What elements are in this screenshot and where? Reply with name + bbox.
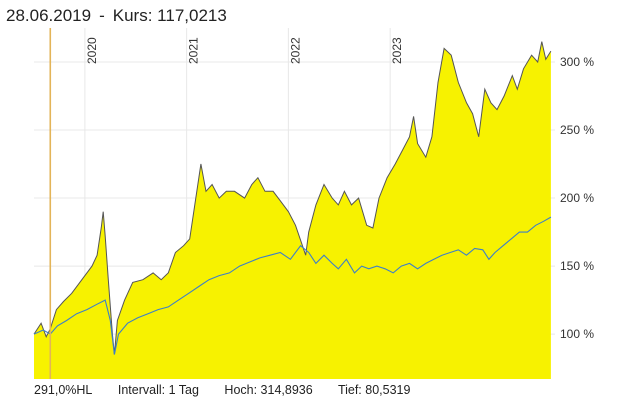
x-tick-label-3: 2023 (390, 37, 404, 64)
header-price: Kurs: 117,0213 (112, 6, 227, 25)
main-series-line (33, 41, 552, 355)
x-tick-label-0: 2020 (85, 37, 99, 64)
x-tick-labels: 2020 2021 2022 2023 (85, 37, 404, 64)
footer-low: Tief: 80,5319 (337, 383, 411, 397)
y-tick-label-4: 300 % (560, 55, 594, 69)
footer-change: 291,0%HL (34, 383, 93, 397)
benchmark-series-line (33, 216, 552, 355)
y-tick-label-3: 250 % (560, 123, 594, 137)
footer-interval: Intervall: 1 Tag (117, 383, 199, 397)
chart-footer: 291,0%HL Intervall: 1 Tag Hoch: 314,8936… (34, 383, 432, 397)
main-series-area (34, 41, 551, 379)
chart-header: 28.06.2019- Kurs: 117,0213 (6, 6, 227, 26)
y-tick-label-1: 150 % (560, 259, 594, 273)
footer-high: Hoch: 314,8936 (224, 383, 313, 397)
y-tick-label-0: 100 % (560, 327, 594, 341)
y-tick-label-2: 200 % (560, 191, 594, 205)
header-date: 28.06.2019 (6, 6, 92, 25)
header-separator: - (99, 6, 105, 25)
x-tick-label-2: 2022 (288, 37, 302, 64)
x-tick-label-1: 2021 (187, 37, 201, 64)
y-tick-labels: 100 % 150 % 200 % 250 % 300 % (560, 55, 594, 341)
